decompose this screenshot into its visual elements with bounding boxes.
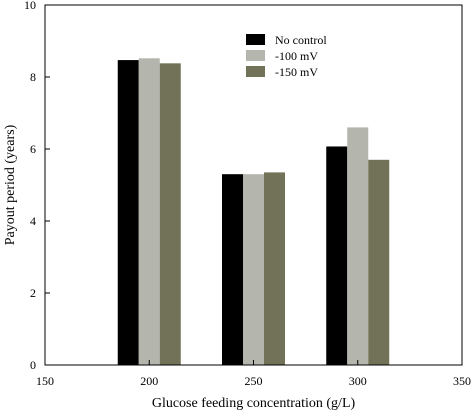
y-tick-label: 4: [30, 214, 36, 228]
y-tick-label: 8: [30, 70, 36, 84]
legend: No control -100 mV -150 mV: [246, 33, 327, 79]
y-tick-label: 6: [30, 142, 36, 156]
x-tick-label: 200: [140, 374, 158, 388]
bar-200-series-1: [117, 60, 139, 366]
ticks-layer: 150 200 250 300 350 0 2 4 6 8 10: [24, 0, 471, 388]
legend-label-2: -100 mV: [275, 49, 318, 63]
x-tick-label: 250: [245, 374, 263, 388]
y-tick-label: 0: [30, 358, 36, 372]
bar-300-series-3: [368, 159, 390, 365]
bar-300-series-1: [326, 146, 348, 365]
y-tick-label: 10: [24, 0, 36, 12]
x-tick-label: 150: [36, 374, 54, 388]
x-tick-label: 350: [453, 374, 471, 388]
legend-swatch-3: [246, 66, 265, 77]
legend-swatch-1: [246, 34, 265, 45]
bar-200-series-3: [159, 63, 181, 365]
bars-layer: [117, 58, 390, 366]
bar-300-series-2: [347, 127, 369, 366]
legend-label-1: No control: [275, 33, 327, 47]
legend-label-3: -150 mV: [275, 65, 318, 79]
bar-250-series-2: [243, 174, 264, 365]
y-tick-label: 2: [30, 286, 36, 300]
legend-swatch-2: [246, 50, 265, 61]
y-axis-title: Payout period (years): [3, 124, 18, 245]
x-tick-label: 300: [349, 374, 367, 388]
bar-200-series-2: [138, 58, 160, 365]
bar-250-series-3: [264, 172, 285, 365]
bar-250-series-1: [222, 174, 243, 365]
x-axis-title: Glucose feeding concentration (g/L): [152, 396, 356, 411]
